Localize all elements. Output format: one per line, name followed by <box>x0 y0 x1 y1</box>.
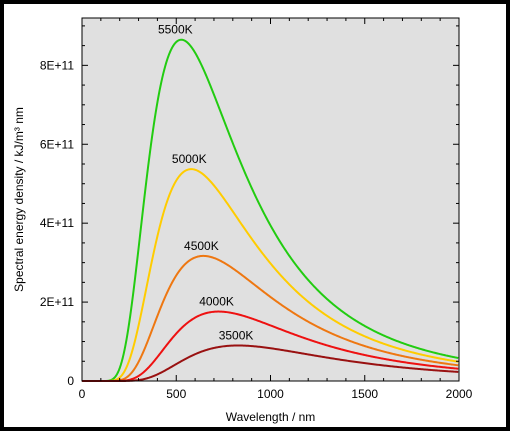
x-tick-label: 0 <box>79 387 86 401</box>
series-label-5500K: 5500K <box>158 23 193 37</box>
y-tick-label: 0 <box>67 374 74 388</box>
series-line-3500K <box>82 344 459 382</box>
x-tick-label: 500 <box>166 387 186 401</box>
x-tick-label: 2000 <box>446 387 473 401</box>
x-tick-label: 1000 <box>257 387 284 401</box>
series-label-5000K: 5000K <box>172 152 207 166</box>
x-axis-label: Wavelength / nm <box>226 410 316 424</box>
y-tick-label: 6E+11 <box>40 137 74 151</box>
labels-group: 5500K 5000K 4500K 4000K 3500K 0 500 1000 1500 200… <box>40 23 473 401</box>
x-tick-label: 1500 <box>351 387 378 401</box>
y-tick-label: 4E+11 <box>40 216 74 230</box>
y-axis-label: Spectral energy density / kJ/m³ nm <box>12 107 26 292</box>
y-tick-label: 2E+11 <box>40 295 74 309</box>
series-line-5000K <box>82 168 459 382</box>
curves-group <box>82 38 459 382</box>
series-line-5500K <box>82 38 459 382</box>
y-tick-label: 8E+11 <box>40 58 74 72</box>
axes-group <box>81 17 460 382</box>
series-label-4500K: 4500K <box>184 239 219 253</box>
series-line-4500K <box>82 254 459 382</box>
series-label-3500K: 3500K <box>219 328 254 342</box>
series-label-4000K: 4000K <box>199 295 234 309</box>
series-line-4000K <box>82 310 459 382</box>
